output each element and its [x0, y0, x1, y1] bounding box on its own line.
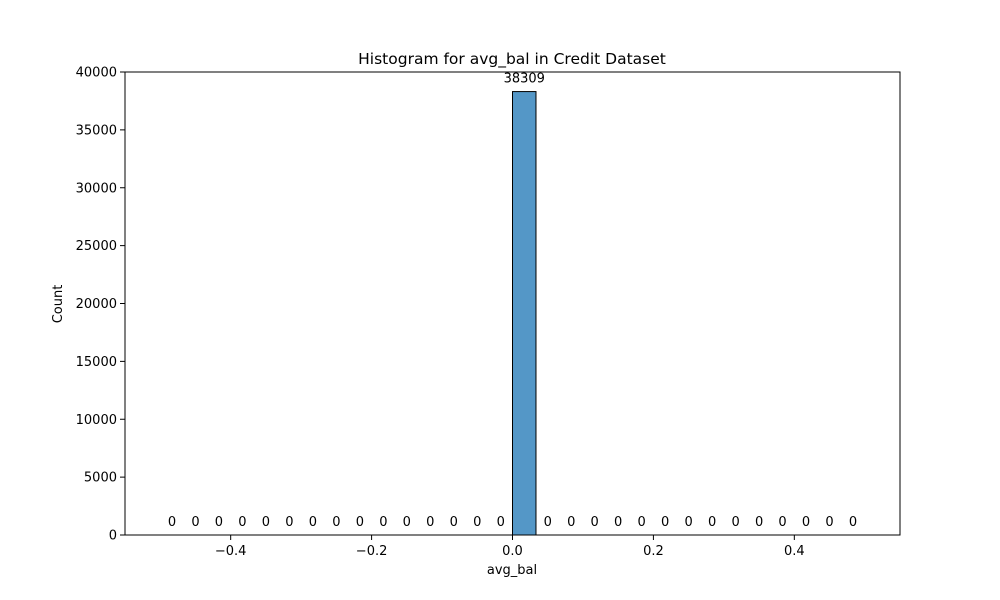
- bar-count-label: 0: [285, 515, 293, 530]
- bar-count-label: 0: [497, 515, 505, 530]
- x-tick-label: 0.0: [502, 544, 523, 559]
- bar-count-label: 0: [356, 515, 364, 530]
- y-axis: 0 5000 10000 15000 20000 25000 30000 35000 40000: [76, 66, 125, 544]
- y-tick-label: 35000: [76, 123, 117, 138]
- bar-count-label: 0: [403, 515, 411, 530]
- bar-count-label: 0: [708, 515, 716, 530]
- bar-count-label: 0: [238, 515, 246, 530]
- x-tick-label: 0.2: [643, 544, 664, 559]
- bar-count-label: 0: [262, 515, 270, 530]
- bar-count-label: 0: [426, 515, 434, 530]
- bar-count-label: 0: [168, 515, 176, 530]
- histogram-bar: [512, 91, 537, 536]
- bar-count-label: 0: [684, 515, 692, 530]
- y-axis-title: Count: [51, 285, 66, 324]
- bar-count-label: 0: [638, 515, 646, 530]
- bar-count-label: 38309: [504, 72, 545, 87]
- bar-count-label: 0: [825, 515, 833, 530]
- bar-count-label: 0: [849, 515, 857, 530]
- bar-count-label: 0: [614, 515, 622, 530]
- y-tick-label: 40000: [76, 66, 117, 81]
- x-tick-label: −0.4: [215, 544, 247, 559]
- y-tick-label: 5000: [84, 471, 117, 486]
- x-tick-label: −0.2: [356, 544, 388, 559]
- bar-count-label: 0: [778, 515, 786, 530]
- y-tick-label: 0: [109, 529, 117, 544]
- y-tick-label: 15000: [76, 355, 117, 370]
- bars: [512, 91, 537, 536]
- bar-count-label: 0: [591, 515, 599, 530]
- chart-title: Histogram for avg_bal in Credit Dataset: [358, 50, 666, 69]
- bar-count-label: 0: [731, 515, 739, 530]
- bar-count-label: 0: [215, 515, 223, 530]
- bar-count-label: 0: [450, 515, 458, 530]
- bar-count-label: 0: [191, 515, 199, 530]
- bar-count-label: 0: [379, 515, 387, 530]
- bar-count-label: 0: [544, 515, 552, 530]
- bar-count-label: 0: [567, 515, 575, 530]
- bar-count-label: 0: [309, 515, 317, 530]
- y-tick-label: 20000: [76, 297, 117, 312]
- x-tick-label: 0.4: [784, 544, 805, 559]
- x-axis-title: avg_bal: [487, 563, 537, 578]
- y-tick-label: 25000: [76, 239, 117, 254]
- bar-count-label: 0: [661, 515, 669, 530]
- x-axis: −0.4 −0.2 0.0 0.2 0.4: [215, 535, 805, 559]
- y-tick-label: 10000: [76, 413, 117, 428]
- bar-count-label: 0: [802, 515, 810, 530]
- bar-count-label: 0: [473, 515, 481, 530]
- y-tick-label: 30000: [76, 181, 117, 196]
- bar-count-label: 0: [332, 515, 340, 530]
- bar-count-label: 0: [755, 515, 763, 530]
